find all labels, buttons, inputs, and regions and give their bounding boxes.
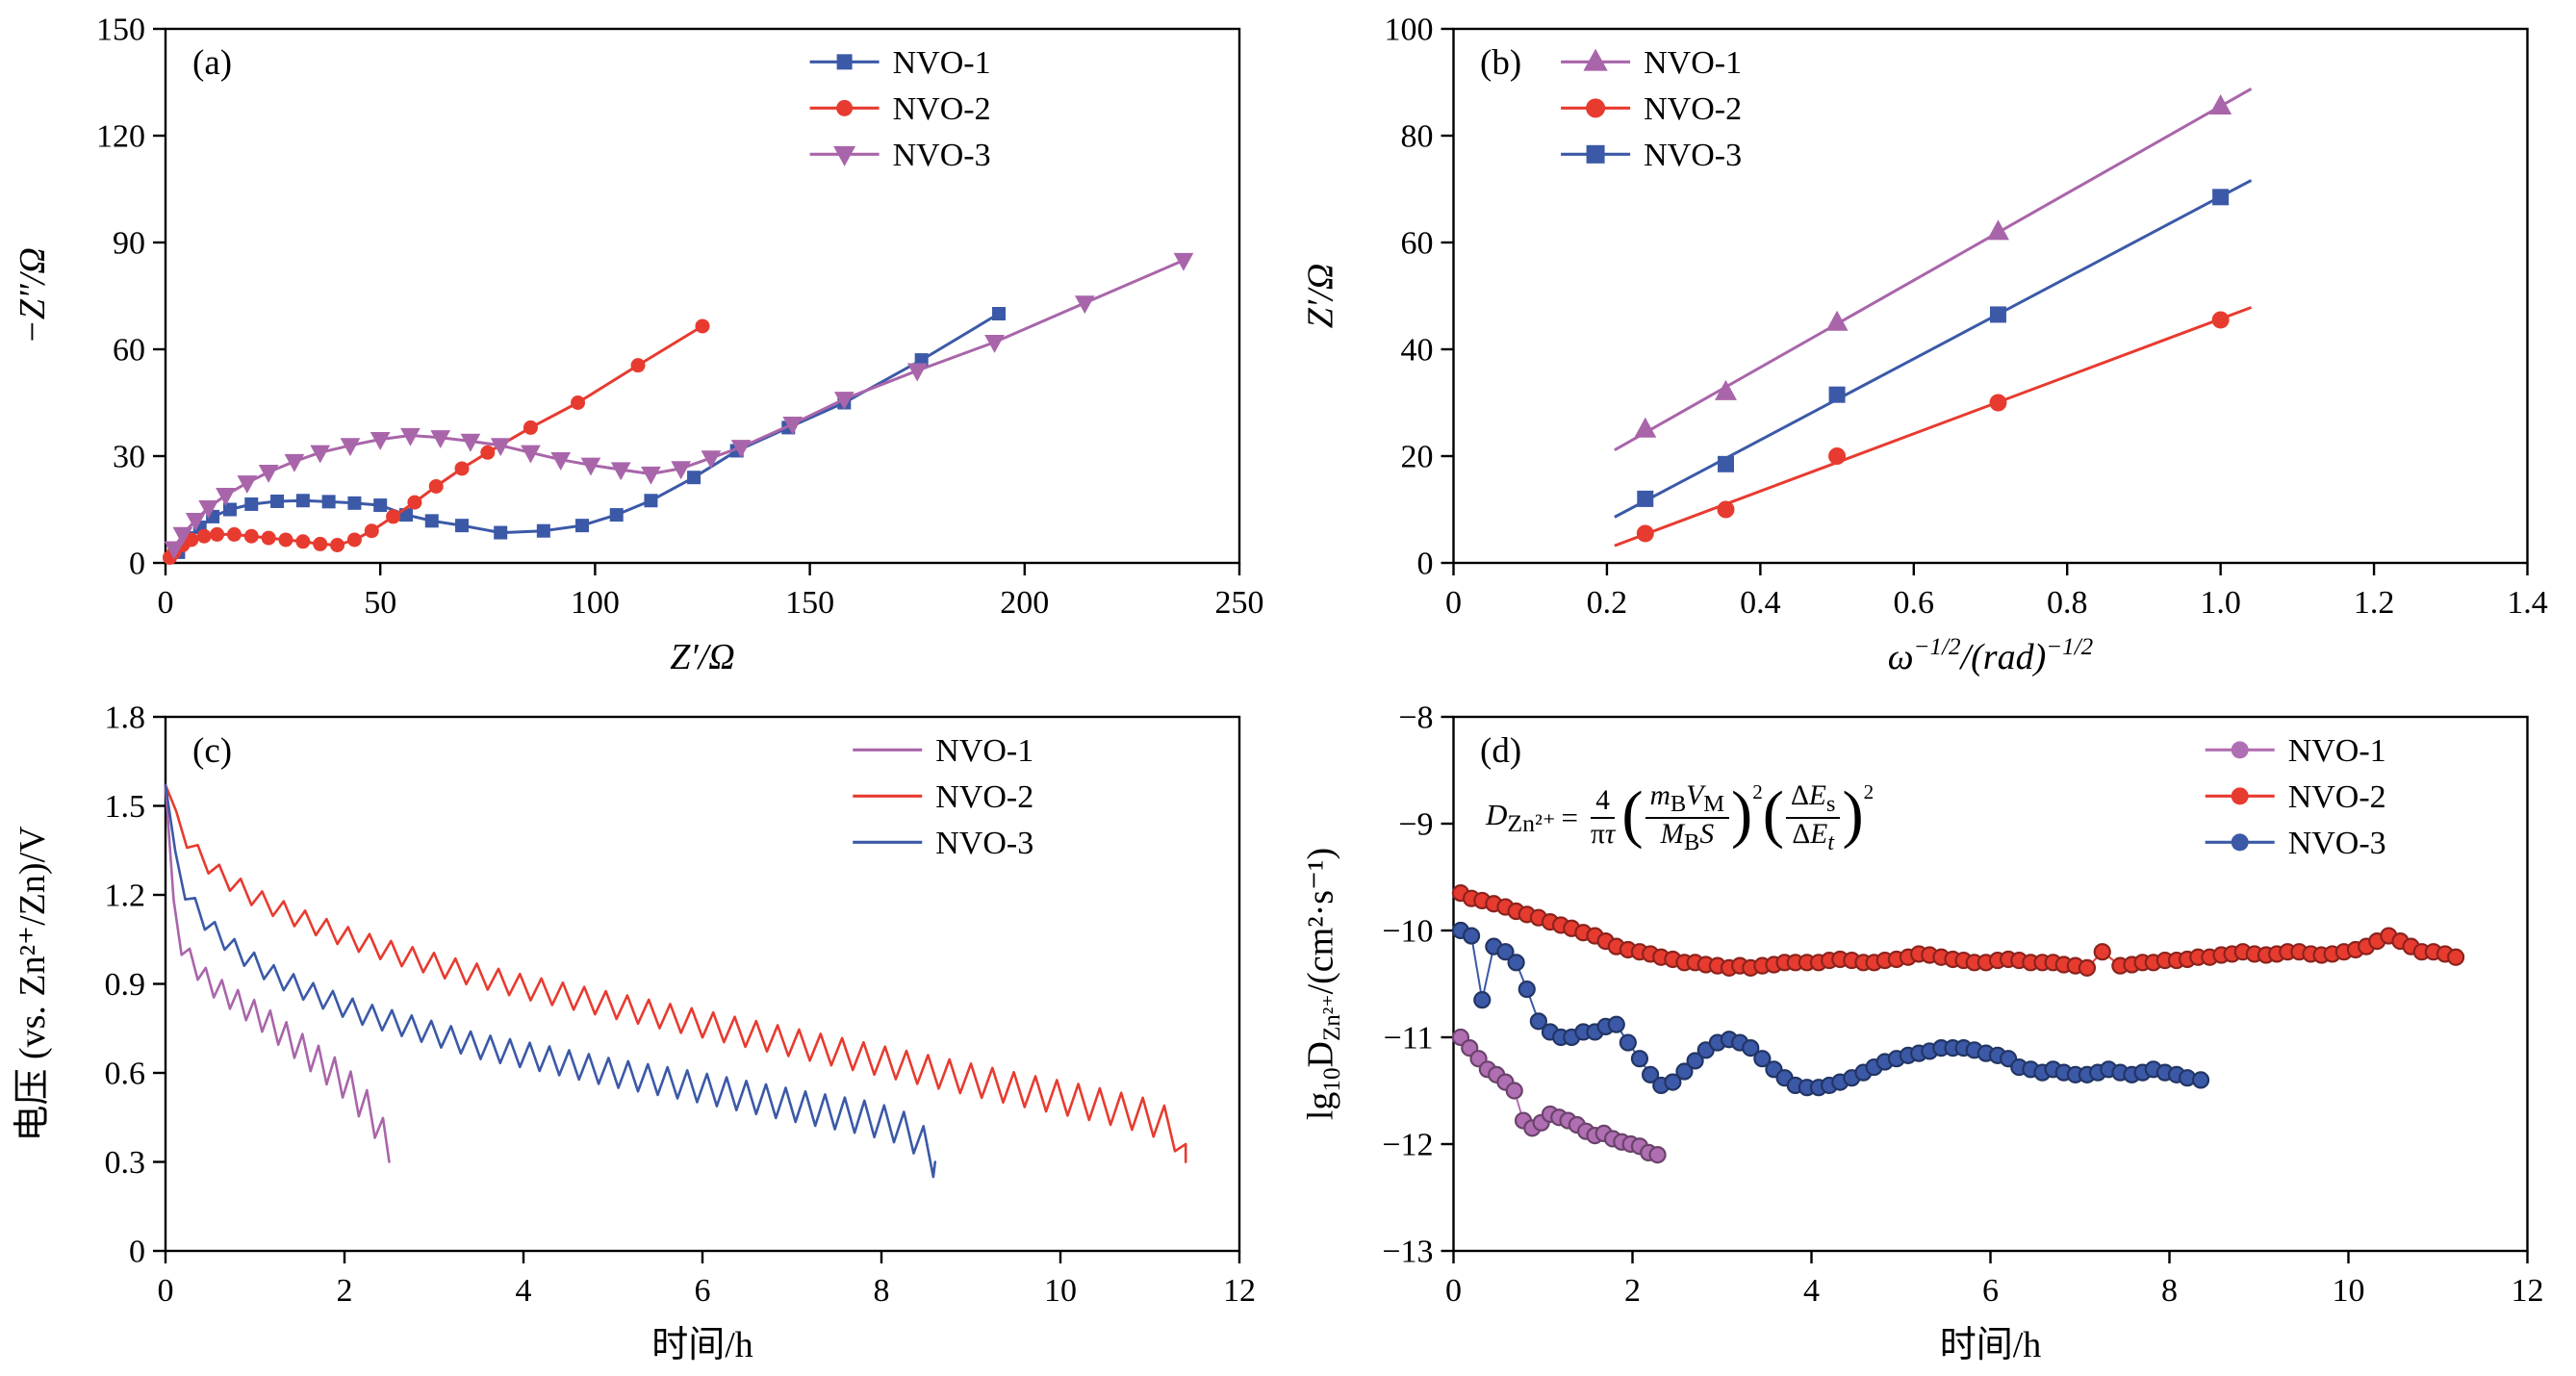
- svg-text:lg10DZn²⁺/(cm²·s⁻¹): lg10DZn²⁺/(cm²·s⁻¹): [1301, 848, 1346, 1120]
- svg-text:−8: −8: [1398, 701, 1433, 736]
- svg-text:0: 0: [158, 585, 174, 621]
- svg-text:10: 10: [2333, 1273, 2365, 1309]
- svg-text:电压 (vs. Zn²⁺/Zn)/V: 电压 (vs. Zn²⁺/Zn)/V: [13, 826, 53, 1142]
- svg-text:NVO-1: NVO-1: [2288, 733, 2386, 769]
- svg-text:0: 0: [129, 1235, 145, 1270]
- svg-text:10: 10: [1044, 1273, 1077, 1309]
- svg-text:30: 30: [113, 440, 145, 475]
- svg-text:NVO-2: NVO-2: [935, 779, 1033, 815]
- svg-text:0.6: 0.6: [1894, 585, 1935, 621]
- svg-text:0.9: 0.9: [105, 967, 146, 1003]
- svg-text:1.4: 1.4: [2507, 585, 2548, 621]
- svg-text:100: 100: [571, 585, 620, 621]
- chart-canvas-c: 0 2 4 6 8 10 12 0 0.3 0.6 0.9 1.2 1.5 1.8 时间/h 电压 (vs. …: [13, 701, 1256, 1365]
- chart-canvas-a: 0 50 100 150 200 250 0 30 60 90 120 150 Z′/Ω −Z″/Ω NVO…: [13, 13, 1264, 677]
- svg-text:NVO-3: NVO-3: [2288, 826, 2386, 861]
- svg-text:4: 4: [516, 1273, 532, 1309]
- svg-text:1.0: 1.0: [2200, 585, 2241, 621]
- svg-text:ω−1/2/(rad)−1/2: ω−1/2/(rad)−1/2: [1888, 634, 2093, 677]
- svg-text:12: 12: [1223, 1273, 1256, 1309]
- svg-text:−10: −10: [1382, 914, 1433, 950]
- chart-canvas-b: 0 0.2 0.4 0.6 0.8 1.0 1.2 1.4 0 20 40 60 80 100 ω−1/2/…: [1301, 13, 2548, 677]
- svg-text:0.8: 0.8: [2047, 585, 2088, 621]
- svg-text:80: 80: [1401, 119, 1434, 155]
- svg-text:−13: −13: [1382, 1235, 1433, 1270]
- svg-text:−12: −12: [1382, 1128, 1433, 1163]
- svg-text:Z′/Ω: Z′/Ω: [1301, 264, 1341, 328]
- svg-text:150: 150: [785, 585, 834, 621]
- svg-text:120: 120: [96, 119, 145, 155]
- svg-text:8: 8: [874, 1273, 890, 1309]
- svg-text:1.8: 1.8: [105, 701, 146, 736]
- svg-text:NVO-3: NVO-3: [935, 826, 1033, 861]
- svg-text:0.2: 0.2: [1587, 585, 1628, 621]
- svg-text:20: 20: [1401, 440, 1434, 475]
- svg-text:90: 90: [113, 226, 145, 262]
- svg-text:100: 100: [1385, 13, 1434, 48]
- svg-text:时间/h: 时间/h: [1940, 1325, 2042, 1365]
- svg-text:40: 40: [1401, 333, 1434, 369]
- svg-text:2: 2: [1624, 1273, 1641, 1309]
- svg-text:8: 8: [2161, 1273, 2178, 1309]
- svg-text:200: 200: [1000, 585, 1049, 621]
- panel-a-label: (a): [192, 43, 233, 83]
- svg-text:0: 0: [129, 547, 145, 582]
- svg-text:1.5: 1.5: [105, 789, 146, 825]
- svg-text:60: 60: [113, 333, 145, 369]
- svg-text:6: 6: [695, 1273, 711, 1309]
- svg-text:2: 2: [337, 1273, 353, 1309]
- svg-text:NVO-2: NVO-2: [893, 91, 991, 127]
- panel-c-gitt-voltage-plot: (c) 0 2 4 6 8 10 12 0 0.3 0.6 0.9 1.2 1.5 1.8 时间/h 电压 (…: [0, 688, 1288, 1376]
- svg-text:0.4: 0.4: [1740, 585, 1781, 621]
- svg-text:1.2: 1.2: [2354, 585, 2395, 621]
- svg-text:NVO-2: NVO-2: [2288, 779, 2386, 815]
- svg-text:250: 250: [1215, 585, 1264, 621]
- svg-text:0.3: 0.3: [105, 1145, 146, 1181]
- panel-b-warburg-plot: (b) 0 0.2 0.4 0.6 0.8 1.0 1.2 1.4 0 20 40 60 80 100 ω−…: [1288, 0, 2576, 688]
- svg-text:NVO-3: NVO-3: [1644, 138, 1742, 173]
- svg-text:−Z″/Ω: −Z″/Ω: [13, 247, 53, 344]
- panel-a-nyquist-plot: (a) 0 50 100 150 200 250 0 30 60 90 120 150 Z′/Ω −Z″/…: [0, 0, 1288, 688]
- svg-text:−11: −11: [1384, 1021, 1434, 1057]
- svg-text:NVO-2: NVO-2: [1644, 91, 1742, 127]
- diffusion-coefficient-formula: DZn²⁺ = 4 πτ(mBVM MBS) 2(ΔEs ΔEt) 2: [1486, 779, 1875, 856]
- svg-text:6: 6: [1982, 1273, 1999, 1309]
- svg-text:时间/h: 时间/h: [651, 1325, 753, 1365]
- svg-text:0: 0: [1417, 547, 1434, 582]
- panel-b-label: (b): [1480, 43, 1522, 83]
- svg-text:NVO-1: NVO-1: [1644, 45, 1742, 81]
- svg-text:0: 0: [1445, 1273, 1462, 1309]
- panel-d-diffusion-coefficient-plot: (d) DZn²⁺ = 4 πτ(mBVM MBS) 2(ΔEs ΔEt) 2 0 2 4 6 8 10…: [1288, 688, 2576, 1376]
- panel-d-label: (d): [1480, 731, 1522, 771]
- svg-text:−9: −9: [1398, 807, 1433, 843]
- svg-text:1.2: 1.2: [105, 879, 146, 914]
- svg-text:50: 50: [364, 585, 396, 621]
- svg-text:0: 0: [1445, 585, 1462, 621]
- chart-canvas-d: 0 2 4 6 8 10 12 −13 −12 −11 −10 −9 −8 时间/h lg10DZn²⁺/(…: [1301, 701, 2544, 1365]
- svg-text:60: 60: [1401, 226, 1434, 262]
- svg-text:4: 4: [1803, 1273, 1820, 1309]
- svg-text:NVO-3: NVO-3: [893, 138, 991, 173]
- svg-text:NVO-1: NVO-1: [935, 733, 1033, 769]
- svg-text:12: 12: [2512, 1273, 2544, 1309]
- svg-text:0.6: 0.6: [105, 1057, 146, 1092]
- svg-text:150: 150: [96, 13, 145, 48]
- panel-c-label: (c): [192, 731, 233, 771]
- svg-text:Z′/Ω: Z′/Ω: [670, 637, 734, 677]
- svg-text:NVO-1: NVO-1: [893, 45, 991, 81]
- svg-text:0: 0: [158, 1273, 174, 1309]
